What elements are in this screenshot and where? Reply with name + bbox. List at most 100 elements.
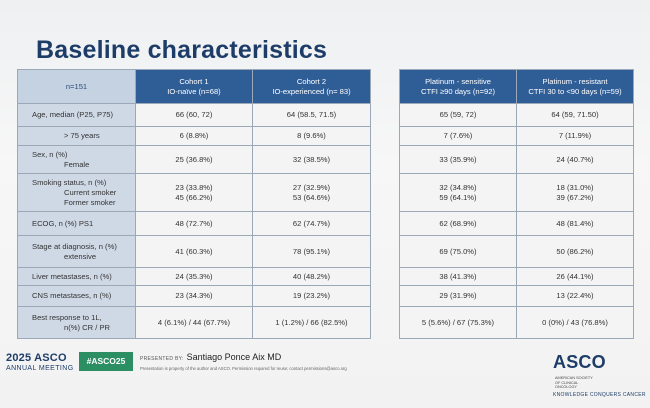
cohort-1-value: 23 (33.8%) 45 (66.2%)	[135, 173, 253, 212]
row-label: Smoking status, n (%) Current smoker Forme…	[17, 173, 136, 212]
platinum-sensitive-value: 29 (31.9%)	[399, 285, 517, 307]
header-platinum-sensitive: Platinum - sensitive CTFI ≥90 days (n=92…	[399, 69, 517, 104]
table-row: Stage at diagnosis, n (%) extensive 41 (60…	[17, 235, 371, 268]
table-row: 38 (41.3%) 26 (44.1%)	[399, 267, 634, 286]
asco-society-logo: ASCO AMERICAN SOCIETY OF CLINICAL ONCOLO…	[553, 352, 650, 398]
table-row: ECOG, n (%) PS1 48 (72.7%) 62 (74.7%)	[17, 211, 371, 236]
header-cohort-1: Cohort 1 IO-naïve (n=68)	[135, 69, 253, 104]
presenter-line: PRESENTED BY: Santiago Ponce Aix MD	[140, 352, 281, 362]
table-row: 7 (7.6%) 7 (11.9%)	[399, 126, 634, 146]
cohort-2-value-line: 1 (1.2%) / 66 (82.5%)	[275, 317, 348, 327]
platinum-sensitive-value: 65 (59, 72)	[399, 103, 517, 127]
cohort-2-value: 32 (38.5%)	[252, 145, 371, 174]
society-tagline: KNOWLEDGE CONQUERS CANCER	[553, 392, 646, 398]
platinum-resistant-value: 7 (11.9%)	[516, 126, 634, 146]
platinum-resistant-value-line: 50 (86.2%)	[556, 246, 594, 256]
row-label-line: ECOG, n (%) PS1	[32, 218, 94, 228]
platinum-resistant-value: 50 (86.2%)	[516, 235, 634, 268]
header-platinum-sensitive-line: CTFI ≥90 days (n=92)	[420, 86, 496, 96]
table-row: 5 (5.6%) / 67 (75.3%) 0 (0%) / 43 (76.8%)	[399, 306, 634, 339]
header-cohort-2: Cohort 2 IO-experienced (n= 83)	[252, 69, 371, 104]
cohort-1-value: 6 (8.8%)	[135, 126, 253, 146]
presenter-name: Santiago Ponce Aix MD	[186, 352, 282, 362]
baseline-cohort-table: n=151 Cohort 1 IO-naïve (n=68) Cohort 2 …	[17, 69, 371, 339]
cohort-1-value-line: 48 (72.7%)	[175, 218, 213, 228]
platinum-sensitive-value: 38 (41.3%)	[399, 267, 517, 286]
platinum-sensitive-value-line: 69 (75.0%)	[439, 246, 477, 256]
table-row: Sex, n (%) Female 25 (36.8%) 32 (38.5%)	[17, 145, 371, 174]
cohort-2-value: 40 (48.2%)	[252, 267, 371, 286]
platinum-sensitive-value-line: 5 (5.6%) / 67 (75.3%)	[421, 317, 495, 327]
cohort-2-value-line: 32 (38.5%)	[292, 154, 331, 164]
table-row: Smoking status, n (%) Current smoker Forme…	[17, 173, 371, 212]
table-row: Best response to 1L, n(%) CR / PR 4 (6.1%)…	[17, 306, 371, 339]
table-row: Age, median (P25, P75) 66 (60, 72) 64 (58.…	[17, 103, 371, 127]
header-cohort-1-line: IO-naïve (n=68)	[167, 86, 221, 96]
table-row: CNS metastases, n (%) 23 (34.3%) 19 (23.2%…	[17, 285, 371, 307]
platinum-sensitive-value-line: 62 (68.9%)	[439, 218, 477, 228]
row-label: Best response to 1L, n(%) CR / PR	[17, 306, 136, 339]
presented-by-label: PRESENTED BY:	[140, 356, 184, 362]
society-name: AMERICAN SOCIETY OF CLINICAL ONCOLOGY	[555, 376, 593, 389]
cohort-1-value: 23 (34.3%)	[135, 285, 253, 307]
cohort-2-value: 64 (58.5, 71.5)	[252, 103, 371, 127]
platinum-resistant-value-line: 64 (59, 71.50)	[551, 110, 599, 119]
platinum-resistant-value-line: 13 (22.4%)	[556, 291, 594, 300]
meeting-name: ANNUAL MEETING	[6, 365, 74, 372]
platinum-sensitive-value: 33 (35.9%)	[399, 145, 517, 174]
cohort-1-value: 41 (60.3%)	[135, 235, 253, 268]
platinum-resistant-value: 24 (40.7%)	[516, 145, 634, 174]
row-label: Liver metastases, n (%)	[17, 267, 136, 286]
row-label: ECOG, n (%) PS1	[17, 211, 136, 236]
cohort-1-value-line: 4 (6.1%) / 44 (67.7%)	[157, 317, 231, 327]
platinum-sensitive-value-line: 29 (31.9%)	[439, 291, 477, 300]
cohort-1-value-line: 6 (8.8%)	[179, 131, 209, 140]
table-row: 69 (75.0%) 50 (86.2%)	[399, 235, 634, 268]
platinum-sensitive-value-line: 59 (64.1%)	[439, 192, 477, 202]
cohort-2-value-line: 62 (74.7%)	[292, 218, 331, 228]
row-label-line: Best response to 1L,	[32, 312, 102, 322]
cohort-1-value: 66 (60, 72)	[135, 103, 253, 127]
row-label-line: Smoking status, n (%)	[32, 177, 107, 187]
cohort-1-value: 25 (36.8%)	[135, 145, 253, 174]
platinum-resistant-value-line: 7 (11.9%)	[558, 131, 592, 140]
asco-wordmark: ASCO	[553, 352, 606, 372]
slide-title: Baseline characteristics	[36, 36, 328, 64]
platinum-resistant-value-line: 24 (40.7%)	[556, 154, 594, 164]
platinum-resistant-value-line: 0 (0%) / 43 (76.8%)	[542, 317, 608, 327]
platinum-resistant-value: 13 (22.4%)	[516, 285, 634, 307]
platinum-resistant-value-line: 48 (81.4%)	[556, 218, 594, 228]
platinum-sensitive-value-line: 32 (34.8%)	[439, 182, 477, 192]
cohort-1-value-line: 23 (33.8%)	[175, 182, 213, 192]
row-label-line: n(%) CR / PR	[64, 322, 110, 332]
platinum-resistant-value: 26 (44.1%)	[516, 267, 634, 286]
header-platinum-resistant-line: Platinum - resistant	[542, 76, 608, 86]
cohort-1-value: 4 (6.1%) / 44 (67.7%)	[135, 306, 253, 339]
platinum-sensitive-value: 5 (5.6%) / 67 (75.3%)	[399, 306, 517, 339]
platinum-sensitive-value-line: 38 (41.3%)	[439, 271, 477, 281]
platinum-sensitive-value: 32 (34.8%) 59 (64.1%)	[399, 173, 517, 212]
platinum-sensitivity-table: Platinum - sensitive CTFI ≥90 days (n=92…	[399, 69, 634, 339]
table-row: 62 (68.9%) 48 (81.4%)	[399, 211, 634, 236]
meeting-year: 2025 ASCO	[6, 352, 67, 364]
platinum-resistant-value-line: 39 (67.2%)	[556, 192, 594, 202]
header-n-total: n=151	[17, 69, 136, 104]
platinum-resistant-value: 48 (81.4%)	[516, 211, 634, 236]
platinum-resistant-value: 0 (0%) / 43 (76.8%)	[516, 306, 634, 339]
row-label-line: Female	[64, 159, 90, 169]
row-label-line: > 75 years	[64, 131, 100, 140]
row-label-line: CNS metastases, n (%)	[32, 291, 112, 300]
platinum-sensitive-value-line: 33 (35.9%)	[439, 154, 477, 164]
table-row: Liver metastases, n (%) 24 (35.3%) 40 (48.…	[17, 267, 371, 286]
row-label-line: Sex, n (%)	[32, 149, 68, 159]
row-label-line: Liver metastases, n (%)	[32, 271, 112, 281]
asco-annual-meeting-logo: 2025 ASCO ANNUAL MEETING	[6, 352, 74, 372]
cohort-1-value-line: 23 (34.3%)	[175, 291, 213, 300]
cohort-2-value: 8 (9.6%)	[252, 126, 371, 146]
cohort-2-value-line: 19 (23.2%)	[292, 291, 331, 300]
cohort-1-value-line: 25 (36.8%)	[175, 154, 213, 164]
cohort-2-value: 78 (95.1%)	[252, 235, 371, 268]
cohort-2-value-line: 8 (9.6%)	[297, 131, 326, 140]
table-row: 32 (34.8%) 59 (64.1%) 18 (31.0%) 39 (67.2%)	[399, 173, 634, 212]
